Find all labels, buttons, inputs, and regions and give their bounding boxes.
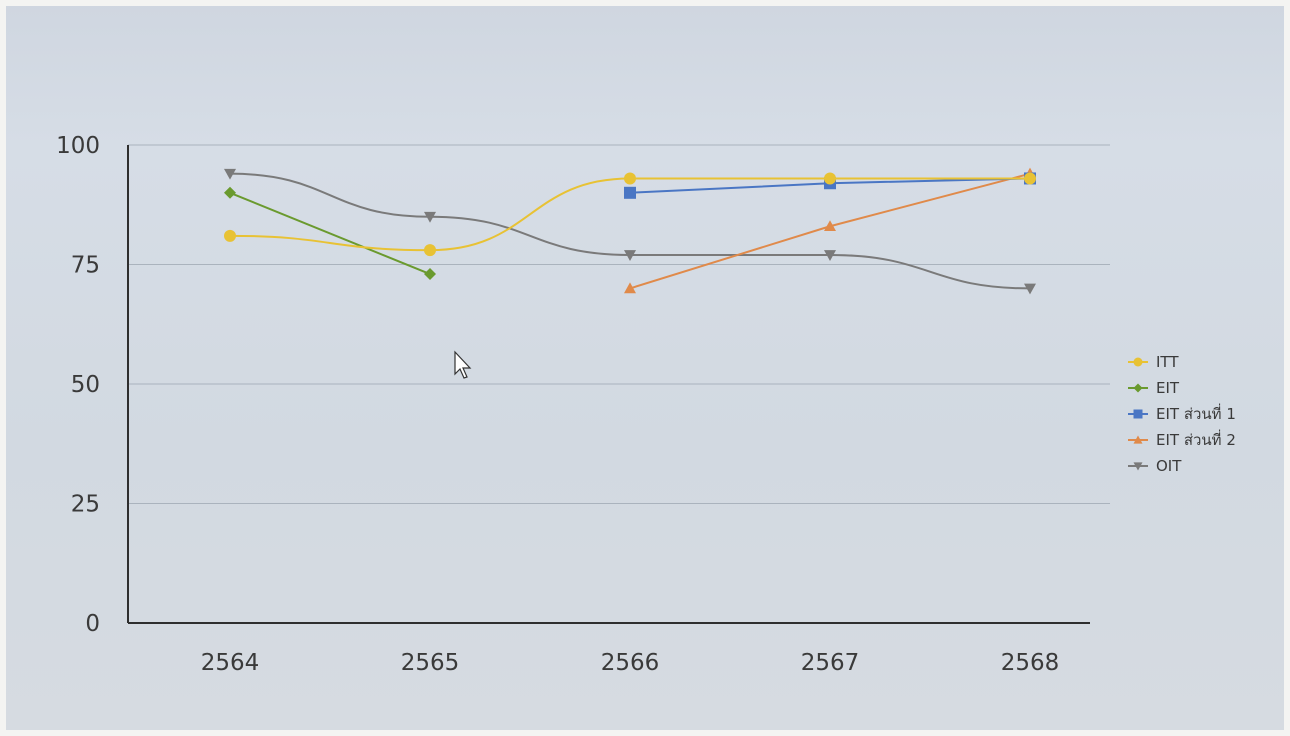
legend-marker <box>1133 409 1143 419</box>
legend-item: EIT ส่วนที่ 2 <box>1128 429 1236 449</box>
y-tick-label: 50 <box>71 372 100 398</box>
data-point <box>624 250 636 261</box>
x-tick-label: 2567 <box>801 650 860 676</box>
legend-item: EIT ส่วนที่ 1 <box>1128 403 1236 423</box>
data-point <box>624 282 636 294</box>
legend-marker <box>1133 435 1143 444</box>
data-point <box>824 250 836 261</box>
legend-label: EIT <box>1156 379 1180 397</box>
data-point <box>224 186 236 199</box>
data-point <box>824 220 836 232</box>
data-point <box>624 186 636 199</box>
series-5 <box>224 168 1036 295</box>
legend-marker <box>1133 383 1143 393</box>
y-tick-label: 25 <box>71 492 100 518</box>
series-1 <box>224 172 1036 257</box>
legend-label: OIT <box>1156 457 1182 475</box>
x-tick-label: 2566 <box>601 650 660 676</box>
y-tick-labels: 0 25 50 75 100 <box>56 133 100 637</box>
x-tick-labels: 2564 2565 2566 2567 2568 <box>201 650 1060 676</box>
data-point <box>424 211 436 223</box>
gridlines <box>128 144 1110 504</box>
series-line <box>229 191 431 275</box>
data-point <box>224 168 236 180</box>
mouse-cursor-icon <box>454 350 472 379</box>
legend-item: OIT <box>1128 457 1182 475</box>
data-point <box>1024 283 1036 295</box>
x-tick-label: 2564 <box>201 650 260 676</box>
legend-item: EIT <box>1128 379 1180 397</box>
legend-marker <box>1133 462 1143 471</box>
legend-label: EIT ส่วนที่ 2 <box>1156 429 1236 449</box>
y-tick-label: 0 <box>85 611 100 637</box>
data-point <box>424 268 436 281</box>
legend: ITT EIT EIT ส่วนที่ 1 EIT ส่วนที่ 2 OIT <box>1128 353 1236 475</box>
legend-label: EIT ส่วนที่ 1 <box>1156 403 1236 423</box>
legend-marker <box>1133 357 1143 367</box>
axes <box>127 145 1090 624</box>
x-tick-label: 2568 <box>1001 650 1060 676</box>
x-tick-label: 2565 <box>401 650 460 676</box>
data-point <box>224 229 236 242</box>
legend-item: ITT <box>1128 353 1179 371</box>
series-lines <box>224 167 1036 295</box>
y-tick-label: 75 <box>71 253 100 279</box>
y-tick-label: 100 <box>56 133 100 159</box>
data-point <box>824 172 836 185</box>
data-point <box>1024 172 1036 185</box>
legend-label: ITT <box>1156 353 1179 371</box>
data-point <box>624 172 636 185</box>
data-point <box>424 244 436 257</box>
series-2 <box>224 186 436 281</box>
